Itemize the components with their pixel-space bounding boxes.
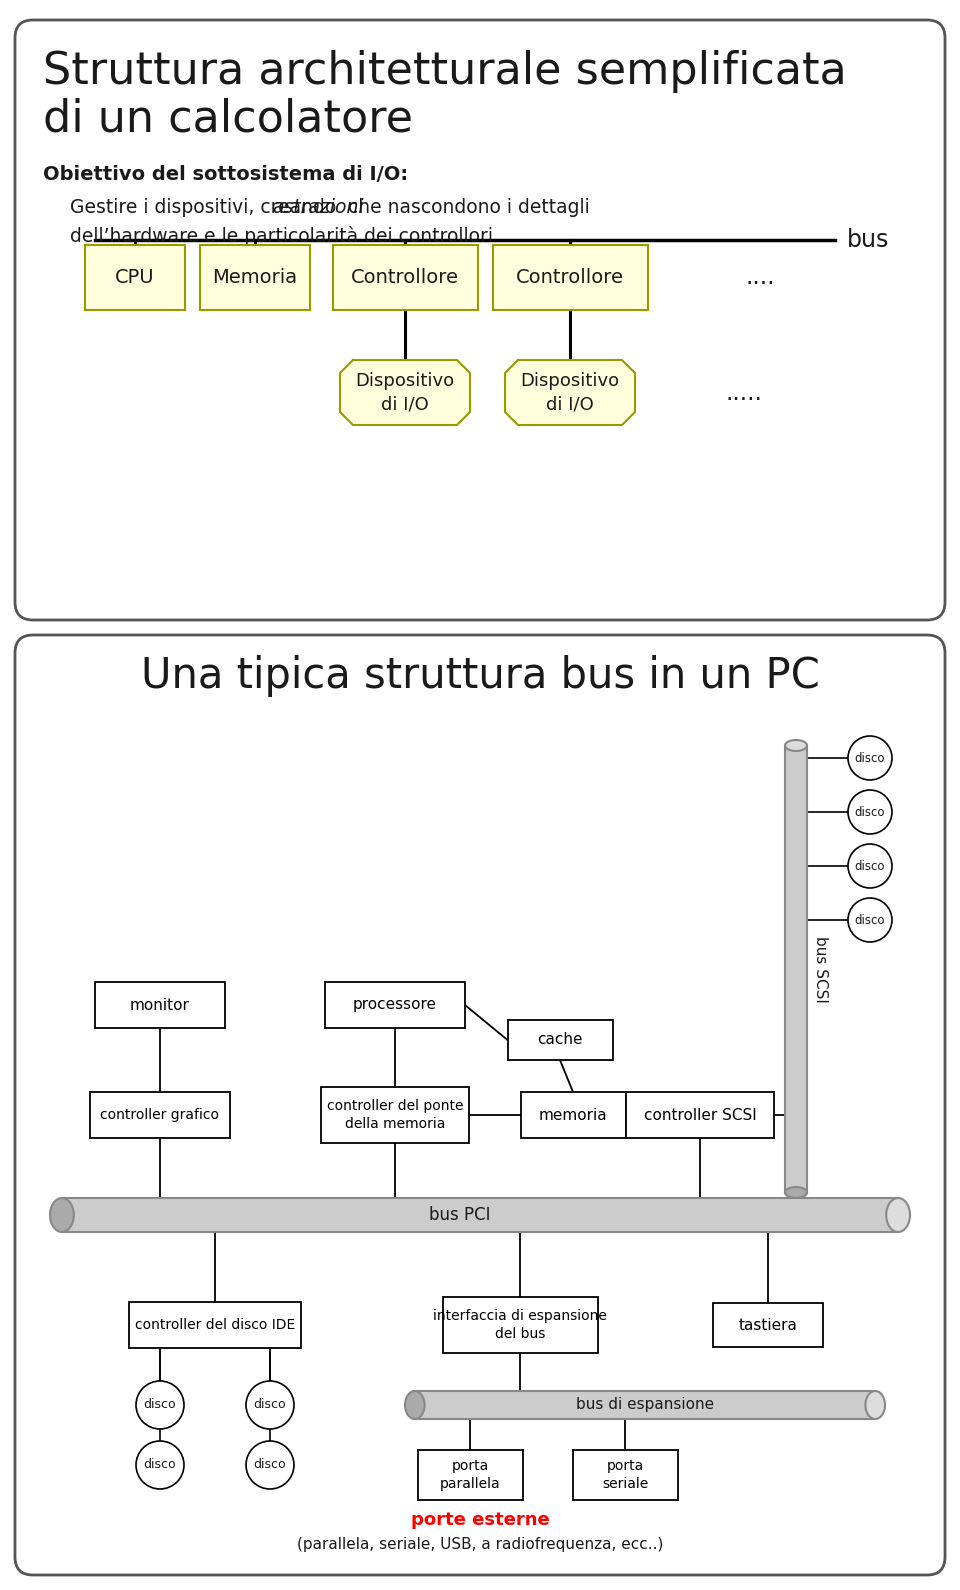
Text: astrazioni: astrazioni	[272, 199, 364, 216]
FancyBboxPatch shape	[713, 1302, 823, 1347]
Text: bus SCSI: bus SCSI	[813, 935, 828, 1002]
Text: .....: .....	[725, 380, 762, 404]
Text: disco: disco	[253, 1399, 286, 1412]
Text: di un calcolatore: di un calcolatore	[43, 99, 413, 142]
Text: Memoria: Memoria	[212, 269, 298, 288]
Text: che nascondono i dettagli: che nascondono i dettagli	[342, 199, 589, 216]
Text: bus PCI: bus PCI	[429, 1205, 491, 1224]
Circle shape	[848, 736, 892, 781]
Text: disco: disco	[144, 1458, 177, 1471]
FancyBboxPatch shape	[418, 1450, 522, 1499]
FancyBboxPatch shape	[520, 1092, 626, 1138]
Text: CPU: CPU	[115, 269, 155, 288]
FancyBboxPatch shape	[332, 245, 477, 310]
Text: bus: bus	[847, 227, 889, 251]
Ellipse shape	[865, 1391, 885, 1418]
FancyBboxPatch shape	[415, 1391, 876, 1418]
FancyBboxPatch shape	[572, 1450, 678, 1499]
FancyBboxPatch shape	[200, 245, 310, 310]
Circle shape	[136, 1382, 184, 1429]
Text: disco: disco	[854, 752, 885, 765]
Circle shape	[848, 898, 892, 941]
Text: memoria: memoria	[539, 1108, 608, 1123]
Text: porte esterne: porte esterne	[411, 1510, 549, 1530]
Text: Dispositivo
di I/O: Dispositivo di I/O	[355, 372, 455, 413]
Text: Controllore: Controllore	[351, 269, 459, 288]
FancyBboxPatch shape	[443, 1297, 597, 1353]
Text: controller del disco IDE: controller del disco IDE	[134, 1318, 295, 1332]
Text: tastiera: tastiera	[738, 1318, 798, 1332]
Text: disco: disco	[854, 914, 885, 927]
Text: porta
seriale: porta seriale	[602, 1458, 648, 1491]
Text: (parallela, seriale, USB, a radiofrequenza, ecc..): (parallela, seriale, USB, a radiofrequen…	[297, 1538, 663, 1552]
Text: disco: disco	[253, 1458, 286, 1471]
Text: processore: processore	[353, 997, 437, 1013]
Circle shape	[246, 1441, 294, 1488]
Ellipse shape	[785, 739, 807, 750]
FancyBboxPatch shape	[325, 983, 465, 1029]
FancyBboxPatch shape	[90, 1092, 230, 1138]
FancyBboxPatch shape	[129, 1302, 301, 1348]
Text: Dispositivo
di I/O: Dispositivo di I/O	[520, 372, 619, 413]
Text: ....: ....	[745, 266, 775, 289]
Text: cache: cache	[538, 1032, 583, 1048]
Text: Una tipica struttura bus in un PC: Una tipica struttura bus in un PC	[140, 655, 820, 696]
Ellipse shape	[405, 1391, 424, 1418]
Text: Controllore: Controllore	[516, 269, 624, 288]
Text: monitor: monitor	[130, 997, 190, 1013]
Circle shape	[848, 844, 892, 887]
Circle shape	[848, 790, 892, 835]
Text: controller del ponte
della memoria: controller del ponte della memoria	[326, 1099, 464, 1130]
Ellipse shape	[50, 1197, 74, 1232]
Circle shape	[136, 1441, 184, 1488]
Text: Struttura architetturale semplificata: Struttura architetturale semplificata	[43, 49, 847, 92]
FancyBboxPatch shape	[85, 245, 185, 310]
FancyBboxPatch shape	[15, 21, 945, 620]
Text: disco: disco	[144, 1399, 177, 1412]
Text: Obiettivo del sottosistema di I/O:: Obiettivo del sottosistema di I/O:	[43, 165, 408, 184]
Polygon shape	[340, 359, 470, 425]
FancyBboxPatch shape	[626, 1092, 774, 1138]
Text: interfaccia di espansione
del bus: interfaccia di espansione del bus	[433, 1309, 607, 1342]
Text: bus di espansione: bus di espansione	[576, 1398, 714, 1412]
Text: disco: disco	[854, 860, 885, 873]
FancyBboxPatch shape	[508, 1021, 612, 1061]
Text: controller grafico: controller grafico	[101, 1108, 220, 1123]
Ellipse shape	[886, 1197, 910, 1232]
Polygon shape	[505, 359, 635, 425]
FancyBboxPatch shape	[785, 746, 807, 1192]
Text: controller SCSI: controller SCSI	[643, 1108, 756, 1123]
Text: disco: disco	[854, 806, 885, 819]
Ellipse shape	[785, 1188, 807, 1197]
Circle shape	[246, 1382, 294, 1429]
Text: porta
parallela: porta parallela	[440, 1458, 500, 1491]
FancyBboxPatch shape	[95, 983, 225, 1029]
FancyBboxPatch shape	[15, 634, 945, 1576]
Text: dell’hardware e le particolarità dei controllori: dell’hardware e le particolarità dei con…	[70, 226, 493, 246]
FancyBboxPatch shape	[492, 245, 647, 310]
Text: Gestire i dispositivi, creando: Gestire i dispositivi, creando	[70, 199, 343, 216]
FancyBboxPatch shape	[321, 1088, 469, 1143]
FancyBboxPatch shape	[61, 1197, 899, 1232]
